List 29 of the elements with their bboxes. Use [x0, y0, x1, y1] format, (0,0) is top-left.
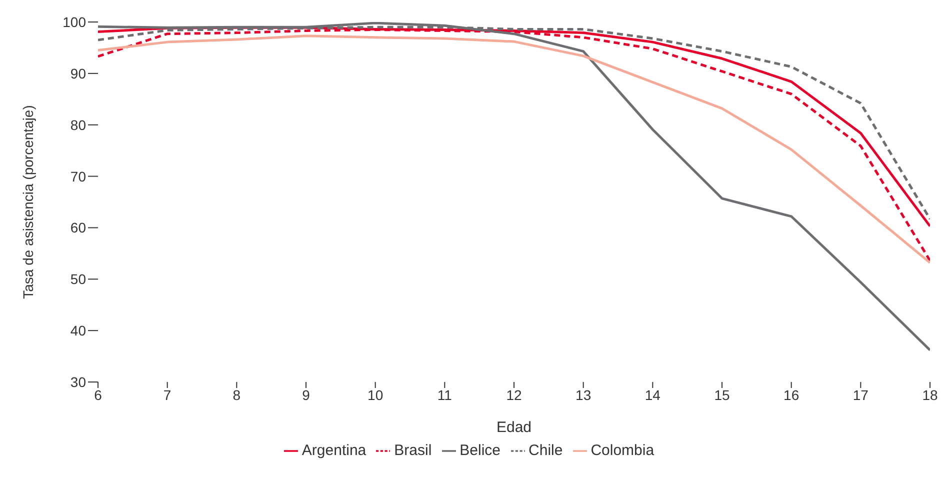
x-tick-label: 12 — [506, 386, 522, 403]
x-tick-label: 9 — [302, 386, 310, 403]
x-tick-label: 13 — [576, 386, 592, 403]
x-tick-label: 8 — [232, 386, 241, 403]
x-tick-label: 18 — [922, 386, 938, 403]
y-tick-label: 50 — [70, 271, 86, 288]
legend-label: Belice — [460, 442, 501, 459]
y-tick-label: 40 — [70, 322, 86, 339]
x-tick-label: 14 — [644, 386, 661, 403]
legend-label: Colombia — [590, 442, 654, 459]
x-tick-label: 6 — [94, 386, 102, 403]
legend-label: Brasil — [394, 442, 432, 459]
legend-label: Argentina — [302, 442, 366, 459]
x-tick-label: 10 — [368, 386, 384, 403]
x-tick-label: 7 — [163, 386, 172, 403]
y-axis-title: Tasa de asistencia (porcentaje) — [20, 105, 36, 299]
x-axis-title: Edad — [496, 419, 532, 436]
y-tick-label: 80 — [70, 116, 86, 133]
x-tick-label: 11 — [437, 386, 452, 403]
legend-label: Chile — [528, 442, 563, 459]
line-series — [98, 22, 930, 352]
y-tick-label: 60 — [70, 220, 86, 236]
y-tick-label: 100 — [62, 14, 86, 30]
y-tick-label: 30 — [70, 374, 86, 390]
y-tick-label: 70 — [70, 168, 86, 184]
x-tick-label: 15 — [714, 386, 730, 403]
y-tick-label: 90 — [70, 65, 86, 82]
x-tick-label: 16 — [784, 386, 800, 403]
x-tick-label: 17 — [852, 386, 869, 403]
